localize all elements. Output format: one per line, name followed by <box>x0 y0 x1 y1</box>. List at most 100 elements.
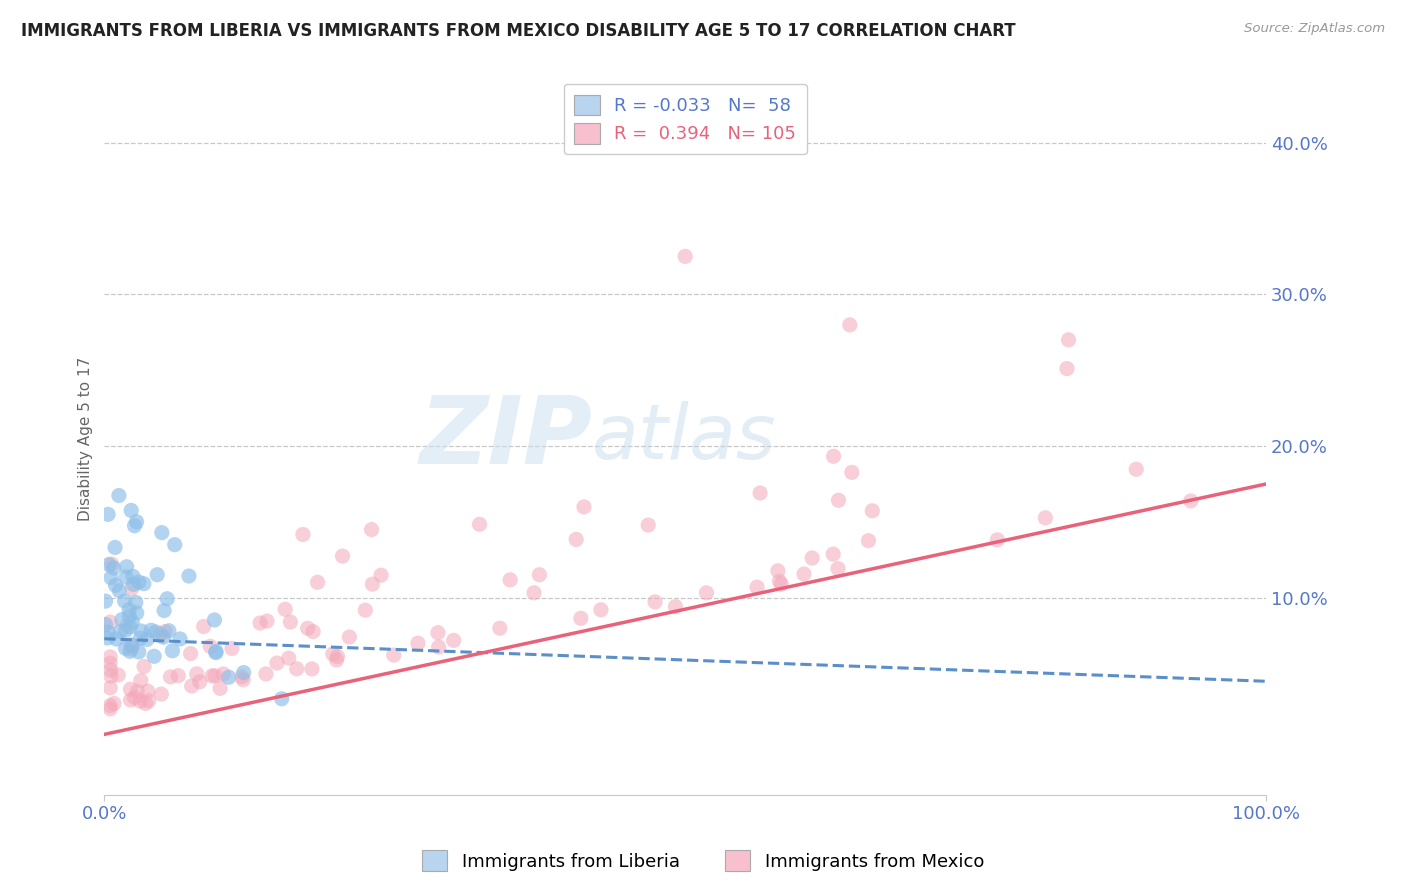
Point <box>793 567 815 582</box>
Point <box>302 624 325 639</box>
Point <box>270 691 292 706</box>
Point <box>838 318 860 332</box>
Point <box>118 603 141 617</box>
Point <box>103 697 125 711</box>
Point <box>157 624 180 638</box>
Point <box>801 551 824 566</box>
Point <box>111 613 134 627</box>
Point <box>120 503 142 517</box>
Legend: Immigrants from Liberia, Immigrants from Mexico: Immigrants from Liberia, Immigrants from… <box>415 843 991 879</box>
Point <box>104 541 127 555</box>
Point <box>122 569 145 583</box>
Point <box>766 564 789 578</box>
Point <box>332 549 354 563</box>
Point <box>121 582 143 596</box>
Point <box>231 670 253 684</box>
Point <box>180 679 202 693</box>
Point <box>827 561 849 575</box>
Point <box>153 603 176 617</box>
Point <box>370 568 392 582</box>
Point <box>307 575 329 590</box>
Point <box>256 614 278 628</box>
Point <box>115 559 138 574</box>
Point <box>162 644 184 658</box>
Point <box>156 591 179 606</box>
Point <box>98 615 121 629</box>
Point <box>127 684 149 698</box>
Text: ZIP: ZIP <box>419 392 592 484</box>
Point <box>745 580 768 594</box>
Point <box>749 486 772 500</box>
Point <box>105 632 128 646</box>
Point <box>94 617 117 632</box>
Point <box>146 567 169 582</box>
Point <box>322 647 344 661</box>
Point <box>124 518 146 533</box>
Point <box>121 642 143 657</box>
Point <box>823 547 845 561</box>
Point <box>100 663 122 677</box>
Point <box>770 577 793 591</box>
Point <box>150 525 173 540</box>
Point <box>167 668 190 682</box>
Point <box>325 653 347 667</box>
Point <box>108 624 131 639</box>
Point <box>673 249 696 263</box>
Point <box>205 644 228 658</box>
Point <box>136 632 159 647</box>
Point <box>204 646 226 660</box>
Point <box>695 586 717 600</box>
Point <box>132 659 155 673</box>
Point <box>98 649 121 664</box>
Point <box>523 586 546 600</box>
Point <box>128 575 150 590</box>
Point <box>180 647 202 661</box>
Point <box>100 669 122 683</box>
Point <box>193 619 215 633</box>
Point <box>266 656 288 670</box>
Point <box>426 625 449 640</box>
Point <box>104 578 127 592</box>
Point <box>120 693 142 707</box>
Point <box>841 466 863 480</box>
Point <box>125 606 148 620</box>
Point <box>153 624 176 639</box>
Point <box>201 669 224 683</box>
Point <box>637 518 659 533</box>
Point <box>589 603 612 617</box>
Point <box>209 681 232 696</box>
Point <box>254 667 277 681</box>
Point <box>218 670 240 684</box>
Point <box>129 694 152 708</box>
Point <box>118 609 141 624</box>
Point <box>204 613 226 627</box>
Point <box>354 603 377 617</box>
Point <box>860 504 883 518</box>
Point <box>529 567 551 582</box>
Point <box>139 624 162 638</box>
Point <box>427 640 450 654</box>
Point <box>360 523 382 537</box>
Point <box>297 621 319 635</box>
Point <box>285 662 308 676</box>
Point <box>122 577 145 591</box>
Point <box>138 694 160 708</box>
Text: Source: ZipAtlas.com: Source: ZipAtlas.com <box>1244 22 1385 36</box>
Point <box>249 615 271 630</box>
Point <box>499 573 522 587</box>
Point <box>97 508 120 522</box>
Point <box>291 527 314 541</box>
Point <box>125 595 148 609</box>
Point <box>120 620 142 634</box>
Point <box>169 632 191 646</box>
Point <box>103 561 125 575</box>
Point <box>232 673 254 687</box>
Point <box>827 493 849 508</box>
Point <box>114 594 136 608</box>
Point <box>98 702 121 716</box>
Point <box>98 698 121 713</box>
Point <box>120 682 142 697</box>
Point <box>200 640 222 654</box>
Point <box>569 611 592 625</box>
Point <box>94 594 117 608</box>
